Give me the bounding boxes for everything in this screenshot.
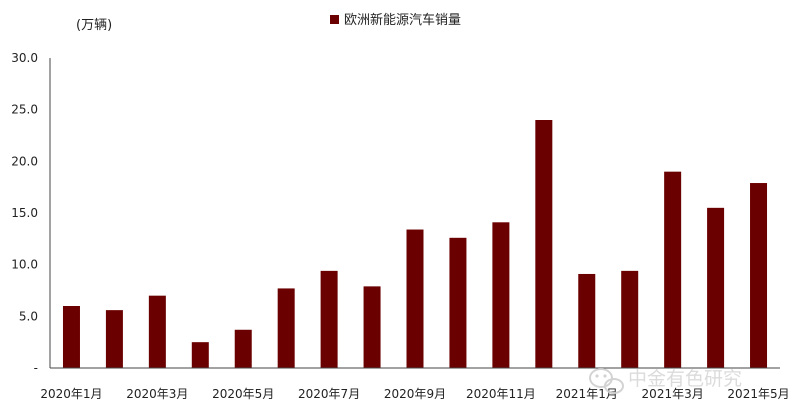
bars [62, 120, 768, 368]
bar [707, 207, 725, 368]
x-tick-label: 2020年1月 [40, 387, 102, 401]
bar [664, 171, 682, 368]
y-tick-label: 20.0 [11, 154, 38, 168]
x-tick-label: 2021年1月 [556, 387, 618, 401]
bar [492, 222, 510, 368]
bar [191, 342, 209, 368]
x-tick-label: 2020年3月 [126, 387, 188, 401]
watermark-text: 中金有色研究 [628, 368, 742, 390]
y-tick-label: - [34, 361, 38, 375]
x-tick-label: 2020年5月 [212, 387, 274, 401]
y-tick-label: 15.0 [11, 206, 38, 220]
bar [363, 286, 381, 368]
bar [148, 295, 166, 368]
legend-swatch [330, 15, 339, 24]
bar [105, 310, 123, 368]
y-axis: - 5.0 10.0 15.0 20.0 25.0 30.0 [11, 51, 38, 375]
bar [234, 329, 252, 368]
bar [277, 288, 295, 368]
bar [621, 270, 639, 368]
wechat-icon [589, 368, 624, 394]
y-tick-label: 10.0 [11, 258, 38, 272]
y-tick-label: 30.0 [11, 51, 38, 65]
bar [406, 229, 424, 368]
x-tick-label: 2021年5月 [727, 387, 789, 401]
y-tick-label: 25.0 [11, 103, 38, 117]
y-axis-unit-label: (万辆) [76, 18, 112, 33]
x-tick-label: 2020年11月 [466, 387, 536, 401]
y-tick-label: 5.0 [19, 309, 38, 323]
bar [750, 183, 768, 368]
x-tick-label: 2020年9月 [384, 387, 446, 401]
watermark: 中金有色研究 [589, 368, 742, 394]
x-tick-label: 2020年7月 [298, 387, 360, 401]
bar [578, 273, 596, 368]
legend: 欧洲新能源汽车销量 [330, 12, 461, 28]
bar [449, 237, 467, 368]
x-tick-label: 2021年3月 [642, 387, 704, 401]
bar [62, 306, 80, 368]
x-axis: 2020年1月 2020年3月 2020年5月 2020年7月 2020年9月 2020年… [40, 387, 789, 401]
legend-label: 欧洲新能源汽车销量 [344, 12, 461, 28]
bar [320, 270, 338, 368]
bar [535, 120, 553, 368]
